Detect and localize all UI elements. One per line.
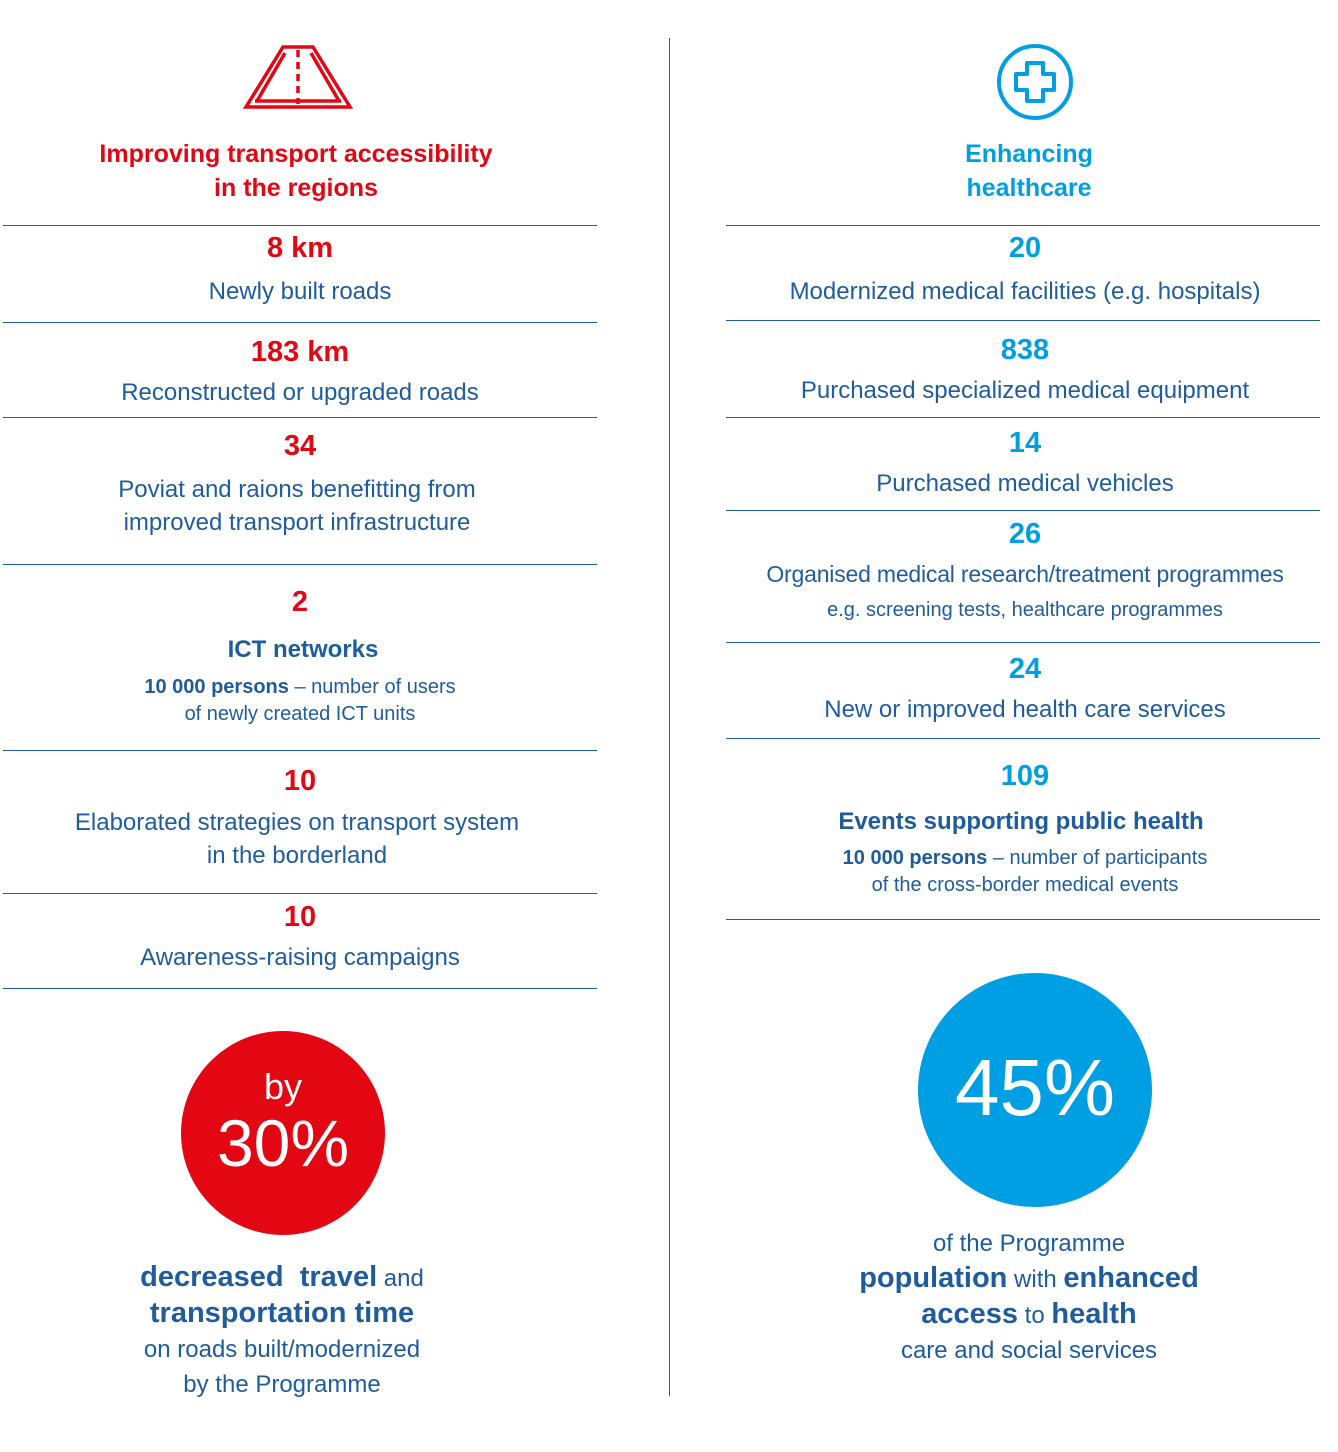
reduction-rest-1: and: [377, 1265, 424, 1292]
separator: [726, 225, 1320, 226]
stat-label-line2: improved transport infrastructure: [123, 509, 471, 536]
reduction-circle: by 30%: [181, 1031, 385, 1235]
population-rest-3: to: [1018, 1302, 1052, 1329]
separator: [726, 510, 1320, 511]
separator: [726, 642, 1320, 643]
health-heading: Enhancing healthcare: [728, 137, 1330, 205]
reduction-description: decreased travel and transportation time…: [0, 1260, 600, 1402]
stat-value: 26: [1008, 518, 1042, 550]
stat-value: 34: [283, 430, 317, 462]
population-line1: of the Programme: [932, 1230, 1126, 1257]
stat-label: Reconstructed or upgraded roads: [121, 379, 479, 406]
reduction-bold-1: decreased travel: [140, 1261, 378, 1293]
reduction-bold-2: transportation time: [149, 1297, 415, 1329]
separator: [3, 225, 597, 226]
stat-label: Purchased specialized medical equipment: [800, 377, 1250, 404]
stat-detail-line2: of newly created ICT units: [184, 703, 416, 725]
column-divider: [669, 38, 670, 1396]
stat-label-line1: Elaborated strategies on transport syste…: [74, 809, 520, 836]
separator: [3, 893, 597, 894]
population-line4: care and social services: [900, 1337, 1158, 1364]
stat-value: 109: [1000, 760, 1050, 792]
transport-heading: Improving transport accessibility in the…: [0, 137, 600, 205]
stat-value: 8 km: [266, 232, 334, 264]
transport-heading-line1: Improving transport accessibility: [99, 140, 493, 168]
population-bold-d: health: [1051, 1298, 1137, 1330]
stat-detail: 10 000 persons – number of users of newl…: [0, 674, 600, 728]
population-bold-c: access: [921, 1298, 1018, 1330]
population-description: of the Programme population with enhance…: [728, 1226, 1330, 1368]
separator: [3, 564, 597, 565]
stat-value: 2: [291, 586, 309, 618]
road-icon: [243, 45, 353, 109]
stat-detail-line2: of the cross-border medical events: [871, 874, 1179, 896]
separator: [3, 988, 597, 989]
separator: [726, 738, 1320, 739]
stat-label: Modernized medical facilities (e.g. hosp…: [789, 278, 1261, 305]
stat-label-line2: in the borderland: [206, 842, 388, 869]
separator: [3, 750, 597, 751]
medical-cross-icon: [997, 44, 1073, 120]
health-heading-line2: healthcare: [966, 174, 1092, 202]
stat-label: Organised medical research/treatment pro…: [766, 561, 1284, 587]
stat-label: Purchased medical vehicles: [876, 470, 1174, 497]
stat-label: Newly built roads: [208, 278, 392, 305]
stat-value: 183 km: [250, 336, 350, 368]
stat-value: 10: [283, 901, 317, 933]
reduction-prefix: by: [263, 1066, 303, 1107]
stat-detail: 10 000 persons – number of participants …: [720, 845, 1330, 899]
population-bold-a: population: [859, 1262, 1008, 1294]
population-bold-b: enhanced: [1063, 1262, 1199, 1294]
stat-value: 20: [1008, 232, 1042, 264]
stat-label: Events supporting public health: [838, 808, 1204, 835]
reduction-line3: on roads built/modernized: [143, 1336, 421, 1363]
population-rest-2: with: [1007, 1266, 1064, 1293]
stat-label: Poviat and raions benefitting from impro…: [0, 473, 600, 539]
stat-detail-rest: – number of participants: [987, 847, 1208, 869]
separator: [726, 320, 1320, 321]
separator: [726, 919, 1320, 920]
transport-heading-line2: in the regions: [214, 174, 378, 202]
stat-value: 24: [1008, 653, 1042, 685]
separator: [3, 417, 597, 418]
stat-value: 10: [283, 765, 317, 797]
stat-label: Elaborated strategies on transport syste…: [0, 806, 600, 872]
separator: [3, 322, 597, 323]
reduction-line4: by the Programme: [183, 1371, 381, 1398]
separator: [726, 417, 1320, 418]
stat-detail-bold: 10 000 persons: [842, 847, 988, 869]
stat-label: New or improved health care services: [824, 696, 1226, 723]
reduction-percent: 30%: [216, 1106, 350, 1180]
population-circle: 45%: [918, 973, 1152, 1207]
population-percent: 45%: [954, 1043, 1116, 1132]
stat-value: 14: [1008, 427, 1042, 459]
stat-detail-bold: 10 000 persons: [144, 676, 289, 698]
stat-detail-rest: – number of users: [288, 676, 456, 698]
health-heading-line1: Enhancing: [965, 140, 1093, 168]
stat-label: ICT networks: [227, 636, 379, 663]
stat-label: Awareness-raising campaigns: [140, 944, 460, 971]
stat-value: 838: [1000, 334, 1050, 366]
stat-label-line1: Poviat and raions benefitting from: [118, 476, 476, 503]
stat-detail: e.g. screening tests, healthcare program…: [827, 599, 1223, 621]
